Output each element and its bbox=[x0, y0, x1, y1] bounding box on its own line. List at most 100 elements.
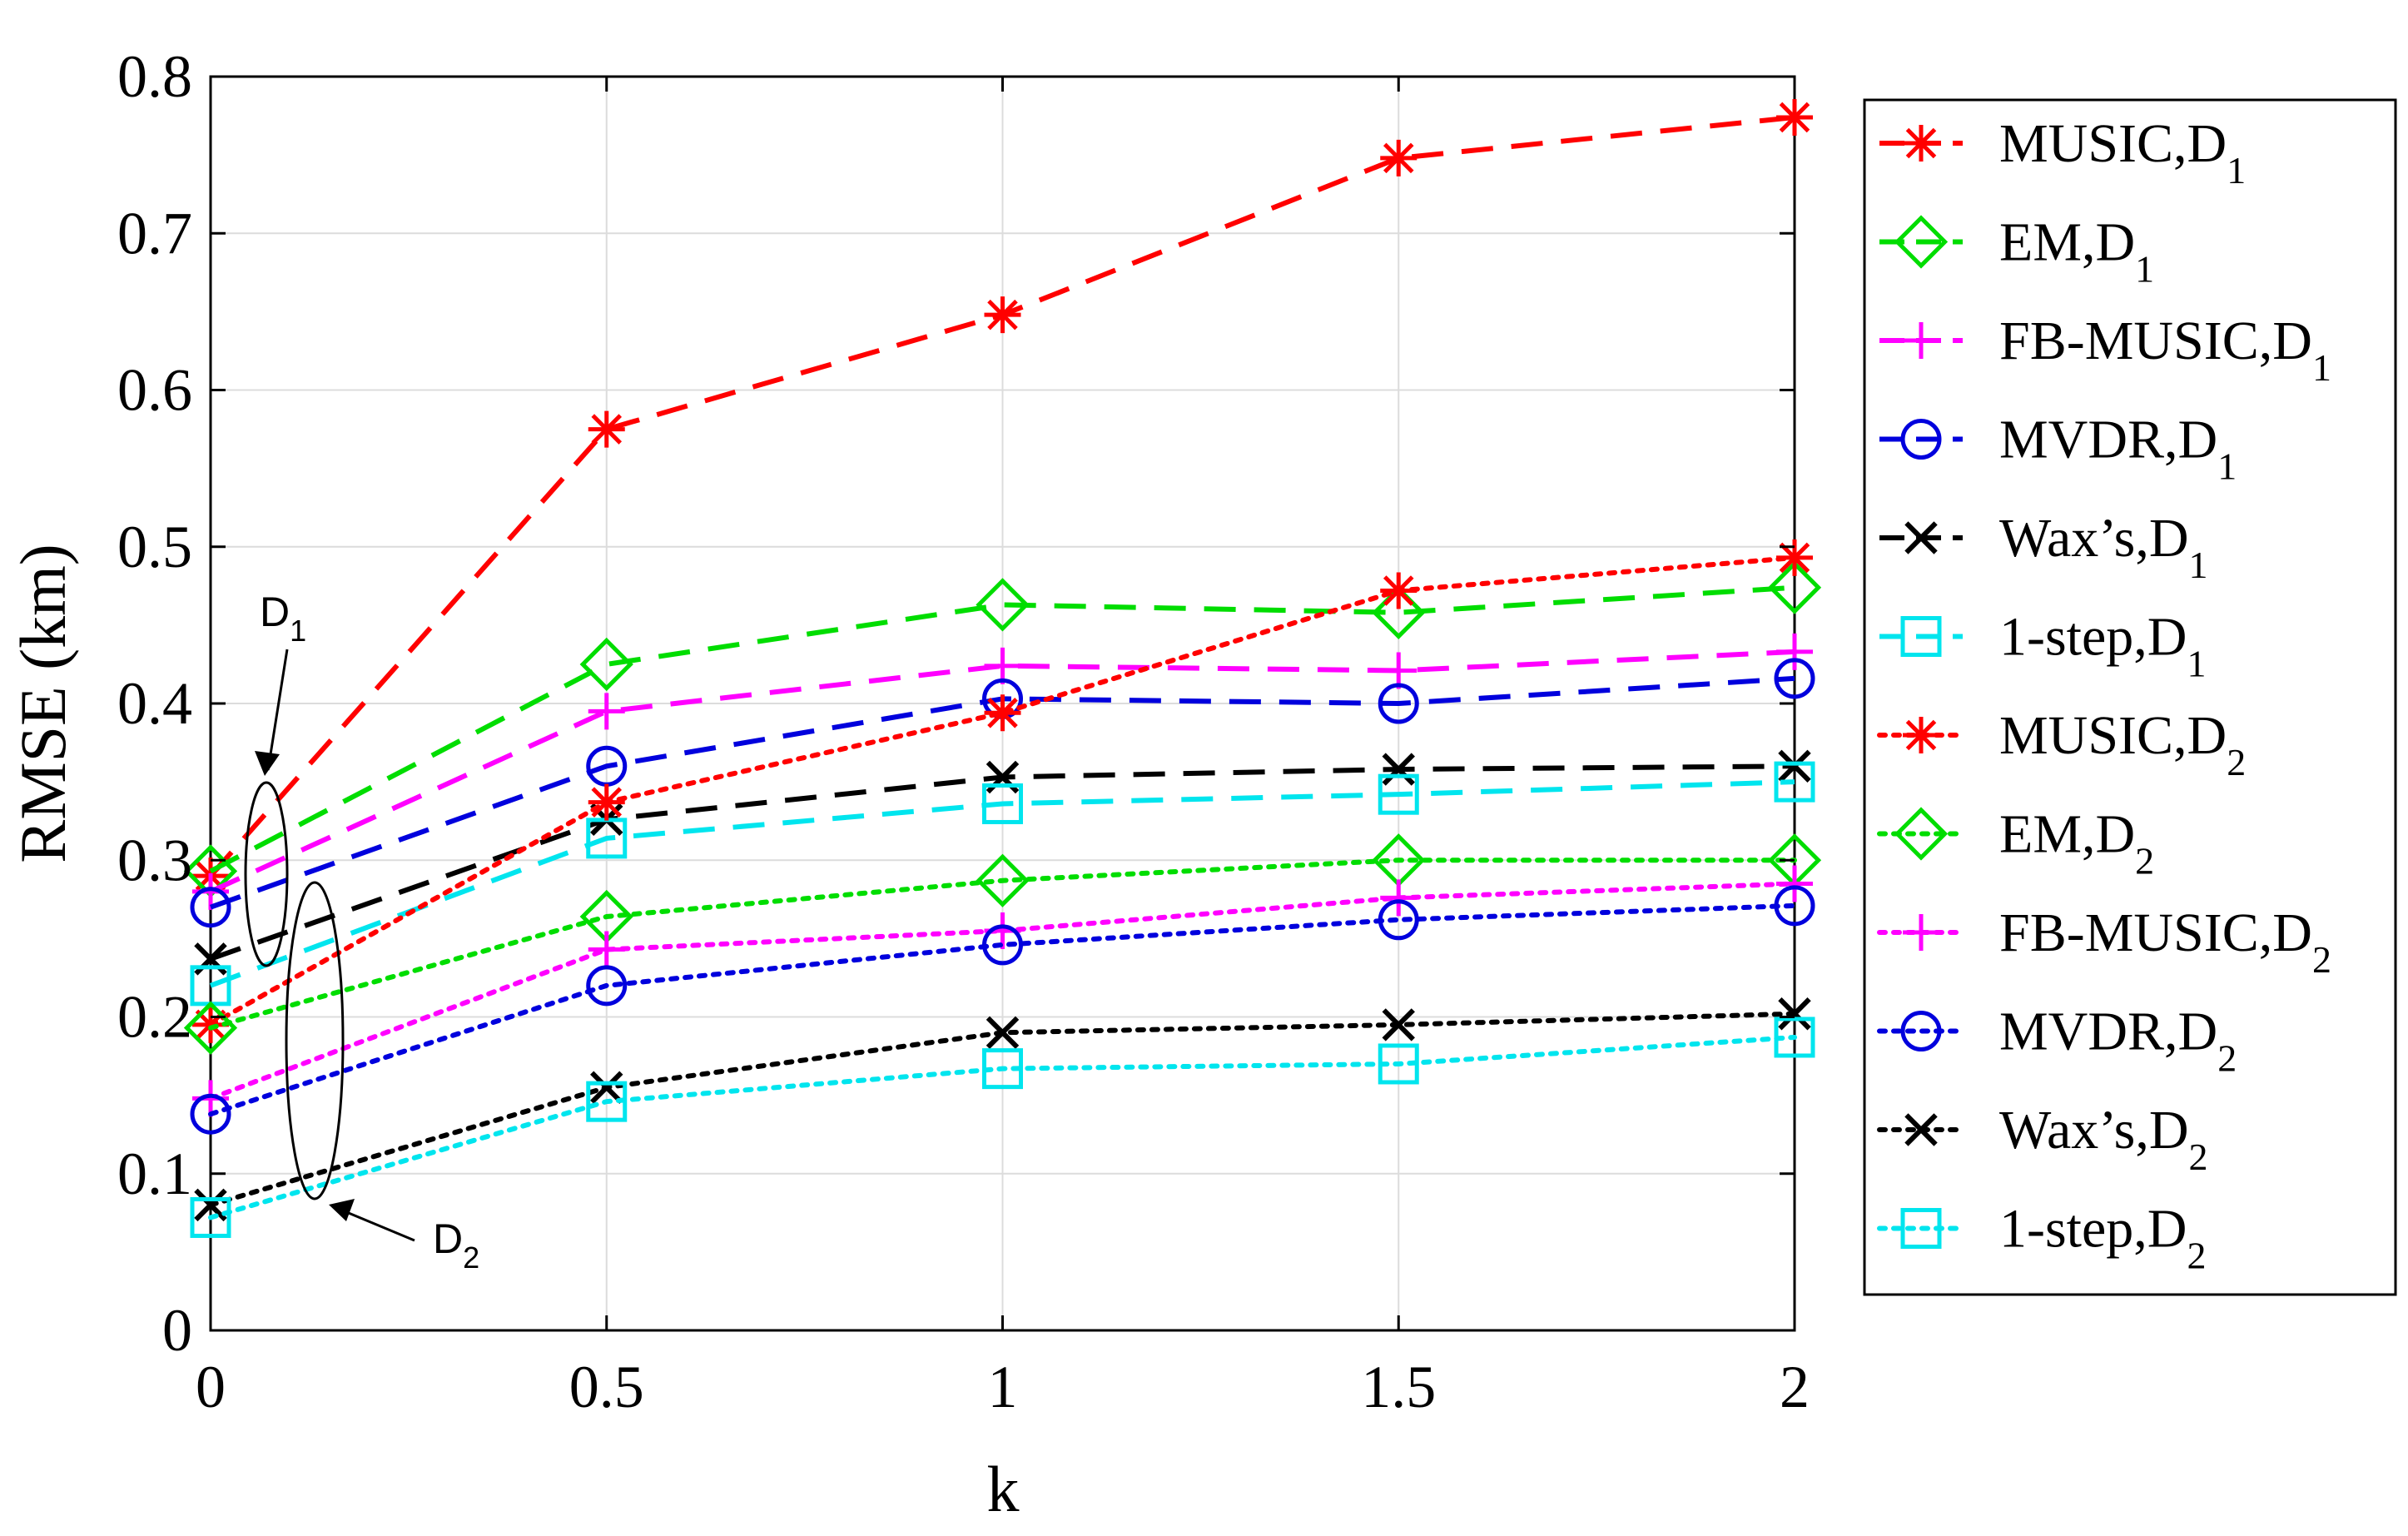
data-point bbox=[1380, 139, 1417, 176]
legend-label: MUSIC,D2 bbox=[1999, 705, 2246, 783]
data-point bbox=[986, 1016, 1020, 1050]
x-tick-label: 2 bbox=[1780, 1354, 1810, 1420]
data-point bbox=[579, 637, 633, 692]
data-point bbox=[976, 853, 1030, 907]
data-point bbox=[1903, 914, 1939, 951]
legend-label: Wax’s,D2 bbox=[1999, 1100, 2208, 1178]
annotation-d1-label: D1 bbox=[260, 589, 306, 648]
data-point bbox=[586, 965, 628, 1007]
y-tick-label: 0.4 bbox=[117, 670, 192, 737]
series-6 bbox=[190, 761, 1815, 1007]
data-point bbox=[1778, 997, 1811, 1031]
legend-label: EM,D1 bbox=[1999, 212, 2154, 291]
data-point bbox=[1778, 749, 1811, 783]
data-point bbox=[1774, 885, 1815, 927]
data-point bbox=[1904, 1113, 1938, 1146]
legend-label: 1-step,D1 bbox=[1999, 607, 2206, 685]
data-point bbox=[1900, 1208, 1942, 1249]
data-point bbox=[984, 296, 1021, 334]
data-point bbox=[190, 887, 231, 928]
y-tick-label: 0.6 bbox=[117, 357, 192, 424]
data-point bbox=[1378, 899, 1419, 941]
y-axis-label: RMSE (km) bbox=[7, 544, 79, 863]
legend-item: Wax’s,D1 bbox=[1879, 508, 2208, 586]
series-line bbox=[208, 902, 1797, 1117]
legend: MUSIC,D1 EM,D1 FB-MUSIC,D1 MVDR,D1 Wax’s,D1 1… bbox=[1877, 113, 2331, 1277]
data-point bbox=[183, 1001, 238, 1055]
legend-label: EM,D2 bbox=[1999, 804, 2154, 882]
legend-item: Wax’s,D2 bbox=[1877, 1100, 2208, 1178]
y-tick-label: 0.1 bbox=[117, 1141, 192, 1207]
x-tick-label: 0 bbox=[196, 1354, 226, 1420]
series-2 bbox=[183, 560, 1822, 898]
data-point bbox=[1903, 717, 1939, 753]
d1-arrow bbox=[266, 649, 289, 771]
series-line bbox=[208, 857, 1797, 1031]
series-10 bbox=[190, 885, 1815, 1135]
x-tick-label: 0.5 bbox=[569, 1354, 644, 1420]
data-point bbox=[588, 410, 625, 448]
legend-item: MVDR,D2 bbox=[1877, 1002, 2237, 1080]
series-line bbox=[209, 584, 1795, 874]
legend-item: 1-step,D2 bbox=[1877, 1199, 2206, 1277]
d1-arrowhead bbox=[255, 751, 280, 776]
data-point bbox=[190, 1196, 231, 1238]
legend-label: MVDR,D1 bbox=[1999, 410, 2237, 488]
data-point bbox=[1900, 1011, 1942, 1051]
legend-label: 1-step,D2 bbox=[1999, 1199, 2206, 1277]
legend-item: 1-step,D1 bbox=[1879, 607, 2206, 685]
tick-labels: 0 0.5 1 1.5 2 0 0.1 0.2 0.3 0.4 0.5 0.6 0.7 0.8 bbox=[117, 43, 1810, 1420]
legend-box bbox=[1863, 98, 2397, 1296]
data-point bbox=[1382, 753, 1415, 786]
data-point bbox=[1378, 773, 1419, 815]
x-tick-label: 1.5 bbox=[1361, 1354, 1436, 1420]
data-point bbox=[588, 783, 625, 821]
data-point bbox=[982, 783, 1023, 824]
y-tick-label: 0.5 bbox=[117, 514, 192, 580]
data-point bbox=[1774, 761, 1815, 803]
data-point bbox=[1903, 125, 1939, 162]
legend-label: FB-MUSIC,D2 bbox=[1999, 902, 2331, 981]
data-point bbox=[590, 1071, 623, 1104]
data-point bbox=[194, 1188, 227, 1222]
data-point bbox=[1776, 539, 1813, 576]
y-tick-label: 0.8 bbox=[117, 43, 192, 110]
data-point bbox=[586, 1081, 628, 1122]
legend-item: MVDR,D1 bbox=[1879, 410, 2237, 488]
data-point bbox=[1378, 683, 1419, 724]
data-point bbox=[976, 578, 1030, 632]
series-12 bbox=[190, 1017, 1815, 1238]
data-point bbox=[1776, 865, 1813, 902]
data-point bbox=[1774, 658, 1815, 699]
legend-item: MUSIC,D2 bbox=[1877, 705, 2246, 783]
legend-item: EM,D2 bbox=[1877, 804, 2154, 882]
annotation-d2-label: D2 bbox=[433, 1215, 479, 1275]
x-tick-label: 1 bbox=[988, 1354, 1018, 1420]
data-point bbox=[1776, 98, 1813, 136]
legend-label: Wax’s,D1 bbox=[1999, 508, 2208, 586]
data-point bbox=[1380, 879, 1417, 917]
legend-item: FB-MUSIC,D1 bbox=[1879, 311, 2331, 389]
data-point bbox=[1894, 215, 1949, 269]
legend-item: EM,D1 bbox=[1879, 212, 2154, 291]
data-point bbox=[984, 694, 1021, 732]
data-point bbox=[588, 931, 625, 968]
data-point bbox=[1380, 572, 1417, 609]
data-point bbox=[1904, 521, 1938, 554]
legend-label: FB-MUSIC,D1 bbox=[1999, 311, 2331, 389]
data-point bbox=[984, 647, 1021, 684]
data-point bbox=[1894, 807, 1949, 861]
data-point bbox=[1903, 322, 1939, 359]
series-line bbox=[209, 779, 1795, 988]
y-tick-label: 0.3 bbox=[117, 827, 192, 893]
d2-group-ellipse bbox=[285, 881, 345, 1200]
series-7 bbox=[192, 539, 1813, 1043]
x-axis-label: k bbox=[987, 1453, 1020, 1525]
series-line bbox=[208, 1034, 1797, 1220]
data-point bbox=[1378, 1043, 1419, 1085]
legend-label: MVDR,D2 bbox=[1999, 1002, 2237, 1080]
data-point bbox=[982, 924, 1023, 966]
data-point bbox=[1767, 560, 1822, 614]
series-line bbox=[209, 649, 1795, 894]
